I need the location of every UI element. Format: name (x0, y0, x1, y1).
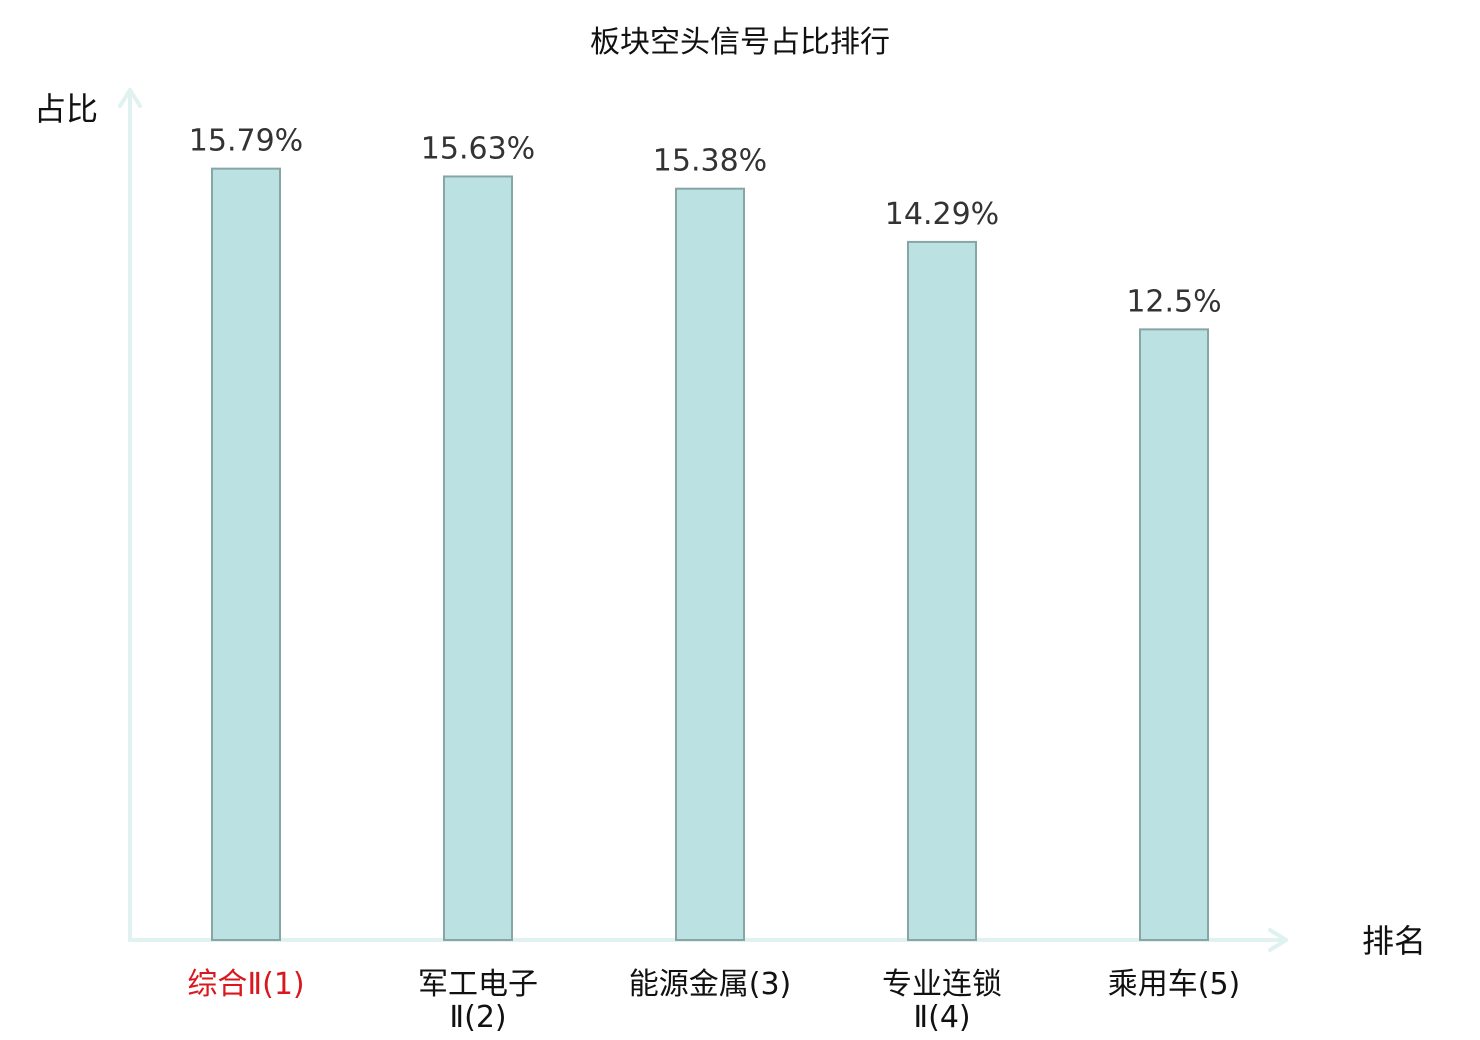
value-label-2: 15.63% (421, 131, 535, 166)
bar-3 (675, 187, 745, 941)
category-label-4-line-1: 专业连锁 (882, 967, 1002, 1002)
value-label-group: 15.79% 15.63% 15.38% 14.29% 12.5% (189, 124, 1222, 320)
value-label-4: 14.29% (885, 197, 999, 232)
value-label-5: 12.5% (1126, 284, 1221, 319)
y-axis-arrow (118, 88, 142, 108)
bar-1 (211, 167, 281, 942)
x-axis-arrow (1268, 928, 1288, 952)
bar-4 (907, 240, 977, 941)
category-label-4-line-2: Ⅱ(4) (913, 1000, 970, 1035)
value-label-1: 15.79% (189, 124, 303, 159)
category-label-2-line-1: 军工电子 (418, 967, 538, 1002)
bar-2 (443, 175, 513, 941)
chart-title: 板块空头信号占比排行 (590, 25, 890, 60)
category-label-5: 乘用车(5) (1108, 967, 1241, 1002)
bar-5 (1139, 328, 1209, 942)
value-label-3: 15.38% (653, 144, 767, 179)
category-label-1: 综合Ⅱ(1) (187, 967, 304, 1002)
bar-group (211, 167, 1209, 942)
y-axis-title: 占比 (34, 90, 98, 128)
category-label-2-line-2: Ⅱ(2) (449, 1000, 506, 1035)
category-label-3: 能源金属(3) (629, 967, 792, 1002)
x-axis-title: 排名 (1362, 922, 1426, 960)
